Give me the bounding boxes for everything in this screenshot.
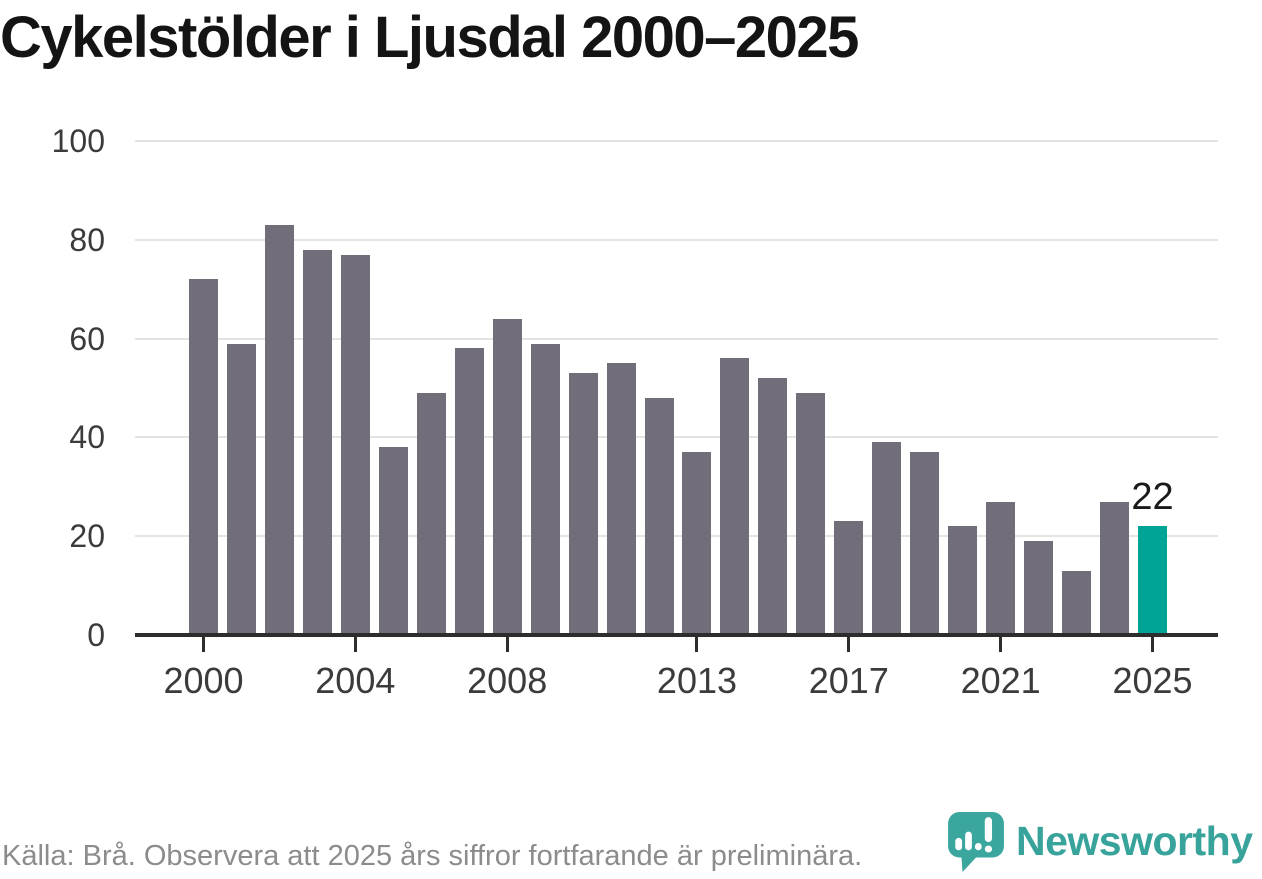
newsworthy-wordmark: Newsworthy (1016, 818, 1253, 864)
x-axis-tick (695, 637, 699, 652)
x-axis-label: 2013 (656, 660, 738, 701)
y-axis-label: 80 (69, 221, 105, 258)
y-axis-label: 40 (69, 419, 105, 456)
bar (948, 526, 978, 635)
x-axis-label: 2008 (467, 660, 548, 701)
x-axis-tick (999, 637, 1003, 652)
y-axis-label: 100 (51, 123, 105, 159)
y-axis-label: 20 (69, 518, 105, 555)
bar (986, 501, 1016, 635)
bar (872, 442, 902, 635)
bar (378, 447, 408, 635)
x-axis-label: 2004 (315, 660, 396, 701)
bar (834, 521, 864, 635)
bar (1100, 501, 1130, 635)
bar (720, 358, 750, 635)
bar (644, 397, 674, 635)
gridline (135, 337, 1218, 340)
gridline (135, 238, 1218, 241)
bar (530, 343, 560, 635)
x-axis-line (135, 633, 1218, 637)
bar (416, 392, 446, 635)
x-axis-tick (1151, 637, 1154, 652)
newsworthy-bubble-chart-icon (948, 812, 1004, 872)
newsworthy-logo: Newsworthy (948, 812, 1253, 872)
x-axis-tick (353, 637, 357, 652)
bar (492, 318, 522, 635)
bar (682, 452, 712, 635)
bar (1062, 570, 1092, 635)
bar (606, 363, 636, 635)
bar (758, 378, 788, 635)
bar (302, 249, 332, 635)
bar (910, 452, 940, 635)
x-axis-label: 2000 (163, 660, 244, 701)
bar (226, 343, 256, 635)
x-axis-label: 2017 (808, 660, 889, 701)
bar (340, 254, 370, 635)
bar (189, 279, 218, 635)
source-note: Källa: Brå. Observera att 2025 års siffr… (2, 840, 863, 872)
gridline (135, 535, 1218, 538)
bar (264, 224, 294, 635)
bar-highlighted (1138, 526, 1167, 635)
x-axis-tick (202, 637, 205, 652)
gridline (135, 140, 1218, 142)
bar (454, 348, 484, 635)
x-axis-label: 2025 (1112, 660, 1193, 701)
x-axis-label: 2021 (960, 660, 1041, 701)
gridline (135, 436, 1218, 439)
y-axis-label: 60 (69, 320, 105, 357)
y-axis-label: 0 (87, 617, 105, 653)
chart-title: Cykelstölder i Ljusdal 2000–2025 (0, 5, 859, 70)
x-axis-tick (505, 637, 509, 652)
bar (796, 392, 826, 635)
value-annotation: 22 (1131, 476, 1174, 519)
bar (568, 373, 598, 635)
bar (1024, 541, 1054, 635)
x-axis-tick (847, 637, 851, 652)
